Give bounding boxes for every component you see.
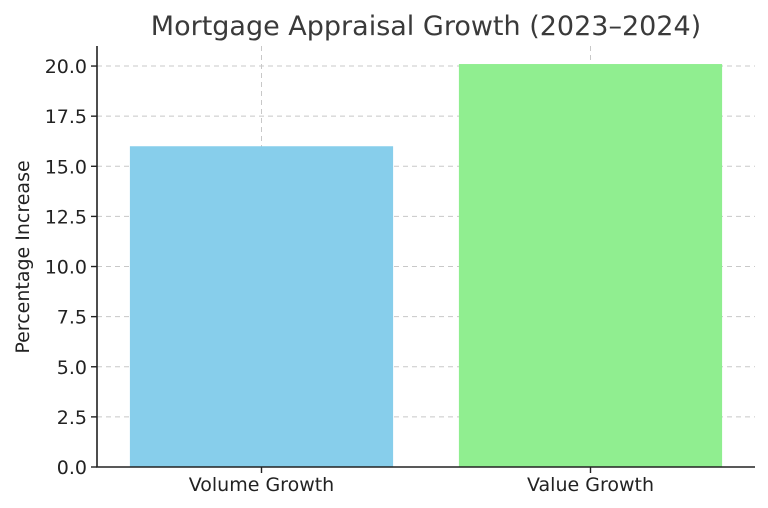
y-tick-label: 17.5 [45, 106, 87, 128]
chart-title: Mortgage Appraisal Growth (2023–2024) [151, 11, 701, 42]
x-axis-ticks: Volume Growth Value Growth [189, 467, 654, 496]
y-tick-label: 10.0 [45, 257, 87, 279]
bar-value-growth [458, 64, 723, 468]
y-tick-label: 5.0 [57, 357, 87, 379]
y-tick-label: 2.5 [57, 407, 87, 429]
y-tick-label: 7.5 [57, 307, 87, 329]
y-tick-label: 12.5 [45, 206, 87, 228]
y-tick-label: 20.0 [45, 56, 87, 78]
y-tick-label: 0.0 [57, 457, 87, 479]
bar-volume-growth [129, 146, 394, 467]
y-axis-label: Percentage Increase [12, 160, 34, 353]
y-axis-ticks: 0.0 2.5 5.0 7.5 10.0 12.5 15.0 17.5 20.0 [45, 56, 97, 479]
y-tick-label: 15.0 [45, 156, 87, 178]
x-tick-label: Value Growth [527, 474, 654, 496]
bars [129, 64, 723, 468]
x-tick-label: Volume Growth [189, 474, 334, 496]
